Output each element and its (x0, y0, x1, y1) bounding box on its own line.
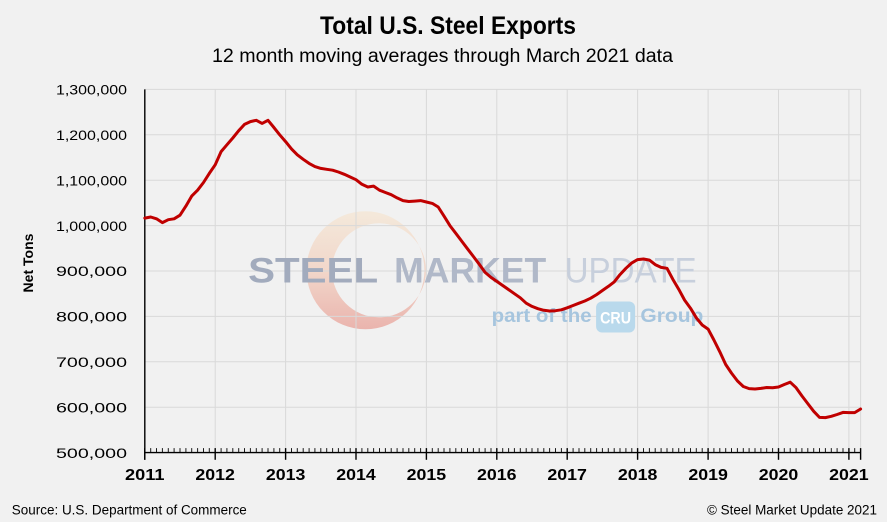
svg-text:800,000: 800,000 (56, 309, 127, 325)
svg-text:Group: Group (640, 306, 703, 327)
svg-text:Total U.S. Steel Exports: Total U.S. Steel Exports (320, 12, 576, 40)
svg-text:1,000,000: 1,000,000 (56, 218, 127, 234)
svg-text:2021: 2021 (829, 467, 869, 484)
svg-text:© Steel Market Update 2021: © Steel Market Update 2021 (707, 502, 877, 517)
svg-text:CRU: CRU (600, 309, 631, 328)
svg-text:1,300,000: 1,300,000 (56, 82, 127, 98)
svg-text:2019: 2019 (688, 467, 728, 484)
svg-text:part of the: part of the (492, 306, 592, 327)
svg-text:600,000: 600,000 (56, 399, 127, 415)
svg-text:12 month moving averages throu: 12 month moving averages through March 2… (212, 46, 673, 67)
svg-text:2020: 2020 (759, 467, 799, 484)
svg-text:STEEL: STEEL (248, 252, 378, 291)
svg-text:700,000: 700,000 (56, 354, 127, 370)
svg-text:2016: 2016 (477, 467, 517, 484)
svg-text:1,100,000: 1,100,000 (56, 172, 127, 188)
svg-text:500,000: 500,000 (56, 445, 127, 461)
svg-text:Net Tons: Net Tons (20, 233, 36, 292)
svg-text:2013: 2013 (266, 467, 306, 484)
svg-text:900,000: 900,000 (56, 263, 127, 279)
svg-text:2017: 2017 (547, 467, 587, 484)
svg-text:2014: 2014 (336, 467, 376, 484)
svg-text:2018: 2018 (618, 467, 658, 484)
svg-text:MARKET: MARKET (394, 252, 546, 291)
svg-text:Source: U.S. Department of Com: Source: U.S. Department of Commerce (12, 502, 247, 517)
svg-text:2015: 2015 (407, 467, 447, 484)
svg-text:2011: 2011 (125, 467, 165, 484)
svg-text:1,200,000: 1,200,000 (56, 127, 127, 143)
svg-text:2012: 2012 (195, 467, 235, 484)
